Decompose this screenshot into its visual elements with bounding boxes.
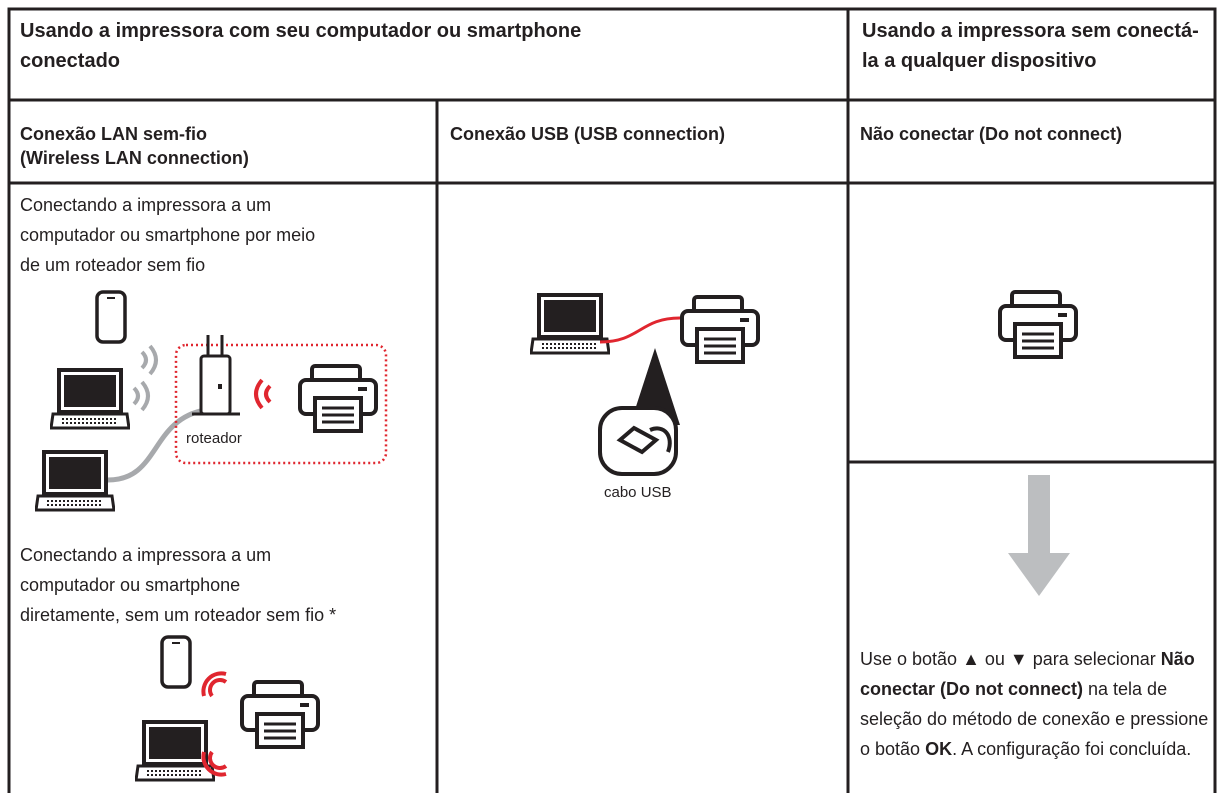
usb-diagram (530, 293, 760, 476)
instruction-part: . A configuração foi concluída. (952, 739, 1192, 759)
table-lines (7, 7, 1217, 793)
column-subtitle: (Wireless LAN connection) (20, 148, 249, 168)
text-line: Conectando a impressora a um (20, 195, 272, 215)
header-left: Usando a impressora com seu computador o… (20, 20, 582, 72)
text-line: diretamente, sem um roteador sem fio * (20, 605, 337, 625)
header-right: Usando a impressora sem conectá-la a qua… (862, 20, 1199, 72)
instruction-part: na tela de seleção do método de conexão … (860, 679, 1209, 759)
text-line: Conectando a impressora a um (20, 545, 272, 565)
text-line: computador ou smartphone (20, 575, 241, 595)
instruction: Use o botão ▲ ou ▼ para selecionar Não c… (860, 644, 1210, 764)
no-connection-diagram (998, 290, 1078, 596)
column-title: Não conectar (Do not connect) (860, 124, 1123, 144)
instruction-part: Não conectar (Do not connect) (860, 649, 1195, 699)
cable-label: cabo USB (604, 484, 672, 501)
wireless-direct-diagram (135, 635, 320, 782)
column-title: Conexão USB (USB connection) (450, 124, 726, 144)
text-line: computador ou smartphone por meio (20, 225, 316, 245)
instruction-part: Use o botão ▲ ou ▼ para selecionar (860, 649, 1161, 669)
instruction-part: OK (925, 739, 953, 759)
text-line: de um roteador sem fio (20, 255, 206, 275)
column-title: Conexão LAN sem-fio (20, 124, 208, 144)
wireless-router-diagram (35, 290, 388, 512)
router-label: roteador (186, 430, 242, 447)
